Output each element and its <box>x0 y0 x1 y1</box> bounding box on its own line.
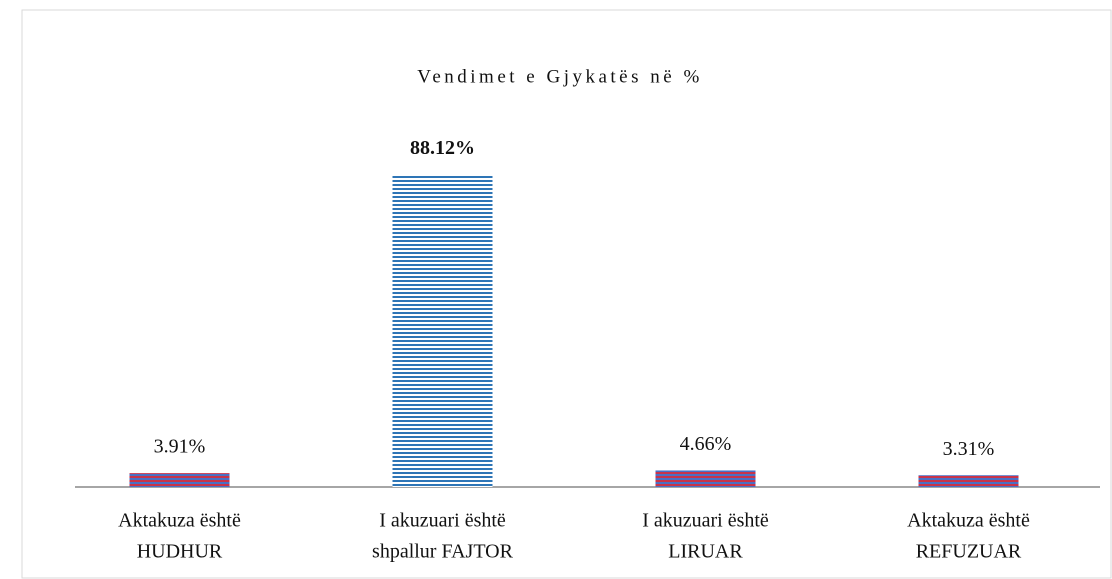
x-tick-label: shpallur FAJTOR <box>372 541 514 563</box>
x-tick-label: HUDHUR <box>137 541 223 563</box>
x-tick-label: REFUZUAR <box>916 541 1022 563</box>
value-label: 3.91% <box>154 436 206 458</box>
x-tick-label: I akuzuari është <box>642 510 769 532</box>
bar <box>129 473 230 487</box>
x-tick-label: LIRUAR <box>668 541 743 563</box>
bar <box>918 475 1019 487</box>
x-tick-label: Aktakuza është <box>907 510 1030 532</box>
x-tick-label: Aktakuza është <box>118 510 241 532</box>
chart-frame <box>21 9 1112 579</box>
x-tick-label: I akuzuari është <box>379 510 506 532</box>
bar <box>655 470 756 487</box>
bar <box>392 174 493 487</box>
value-label: 4.66% <box>680 433 732 455</box>
value-label: 3.31% <box>943 438 995 460</box>
value-label: 88.12% <box>410 137 475 159</box>
chart-title: Vendimet e Gjykatës në % <box>417 66 703 87</box>
